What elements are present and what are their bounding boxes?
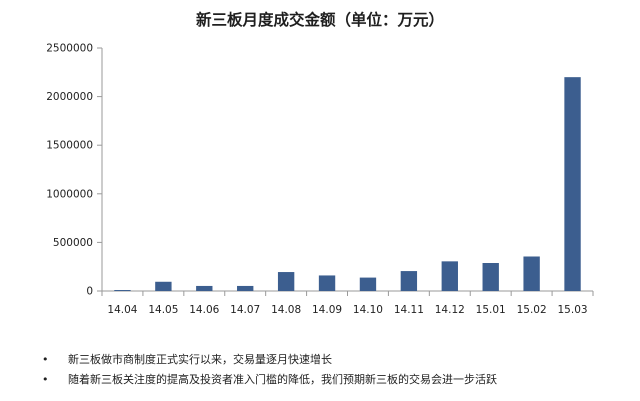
y-tick-label: 2000000 xyxy=(46,91,93,103)
x-tick-label: 14.11 xyxy=(394,304,424,316)
bar xyxy=(155,281,172,291)
y-tick-label: 1000000 xyxy=(46,188,93,200)
bar-series xyxy=(114,77,581,291)
x-tick-label: 14.06 xyxy=(189,304,219,316)
bar xyxy=(564,77,581,291)
notes-list: 新三板做市商制度正式实行以来，交易量逐月快速增长 随着新三板关注度的提高及投资者… xyxy=(40,350,630,390)
note-item: 新三板做市商制度正式实行以来，交易量逐月快速增长 xyxy=(40,350,630,370)
chart-title: 新三板月度成交金额（单位：万元） xyxy=(195,11,444,29)
bar xyxy=(277,272,295,291)
y-tick-label: 500000 xyxy=(53,237,93,249)
x-tick-label: 15.03 xyxy=(558,304,588,316)
note-item: 随着新三板关注度的提高及投资者准入门槛的降低，我们预期新三板的交易会进一步活跃 xyxy=(40,370,630,390)
bar xyxy=(441,261,458,291)
x-tick-label: 14.09 xyxy=(312,304,342,316)
bar-chart: 0 500000 1000000 1500000 2000000 2500000 14.0… xyxy=(46,43,594,316)
bar xyxy=(359,277,377,291)
bar xyxy=(318,275,336,291)
bar xyxy=(114,290,131,291)
bar xyxy=(237,285,254,291)
x-tick-label: 15.01 xyxy=(476,304,506,316)
bar xyxy=(482,263,499,291)
x-tick-label: 14.05 xyxy=(148,304,178,316)
bar xyxy=(523,256,540,291)
x-tick-label: 15.02 xyxy=(517,304,547,316)
bar xyxy=(400,271,418,291)
x-tick-label: 14.04 xyxy=(107,304,137,316)
x-tick-label: 14.10 xyxy=(353,304,383,316)
x-axis: 14.04 14.05 14.06 14.07 14.08 14.09 14.10 14.11… xyxy=(101,290,594,316)
x-tick-label: 14.08 xyxy=(271,304,301,316)
y-tick-label: 0 xyxy=(86,286,93,298)
bar xyxy=(196,285,213,291)
y-axis: 0 500000 1000000 1500000 2000000 2500000 xyxy=(46,43,103,298)
y-tick-label: 2500000 xyxy=(46,43,93,55)
x-tick-label: 14.12 xyxy=(435,304,465,316)
x-tick-label: 14.07 xyxy=(230,304,260,316)
y-tick-label: 1500000 xyxy=(46,140,93,152)
